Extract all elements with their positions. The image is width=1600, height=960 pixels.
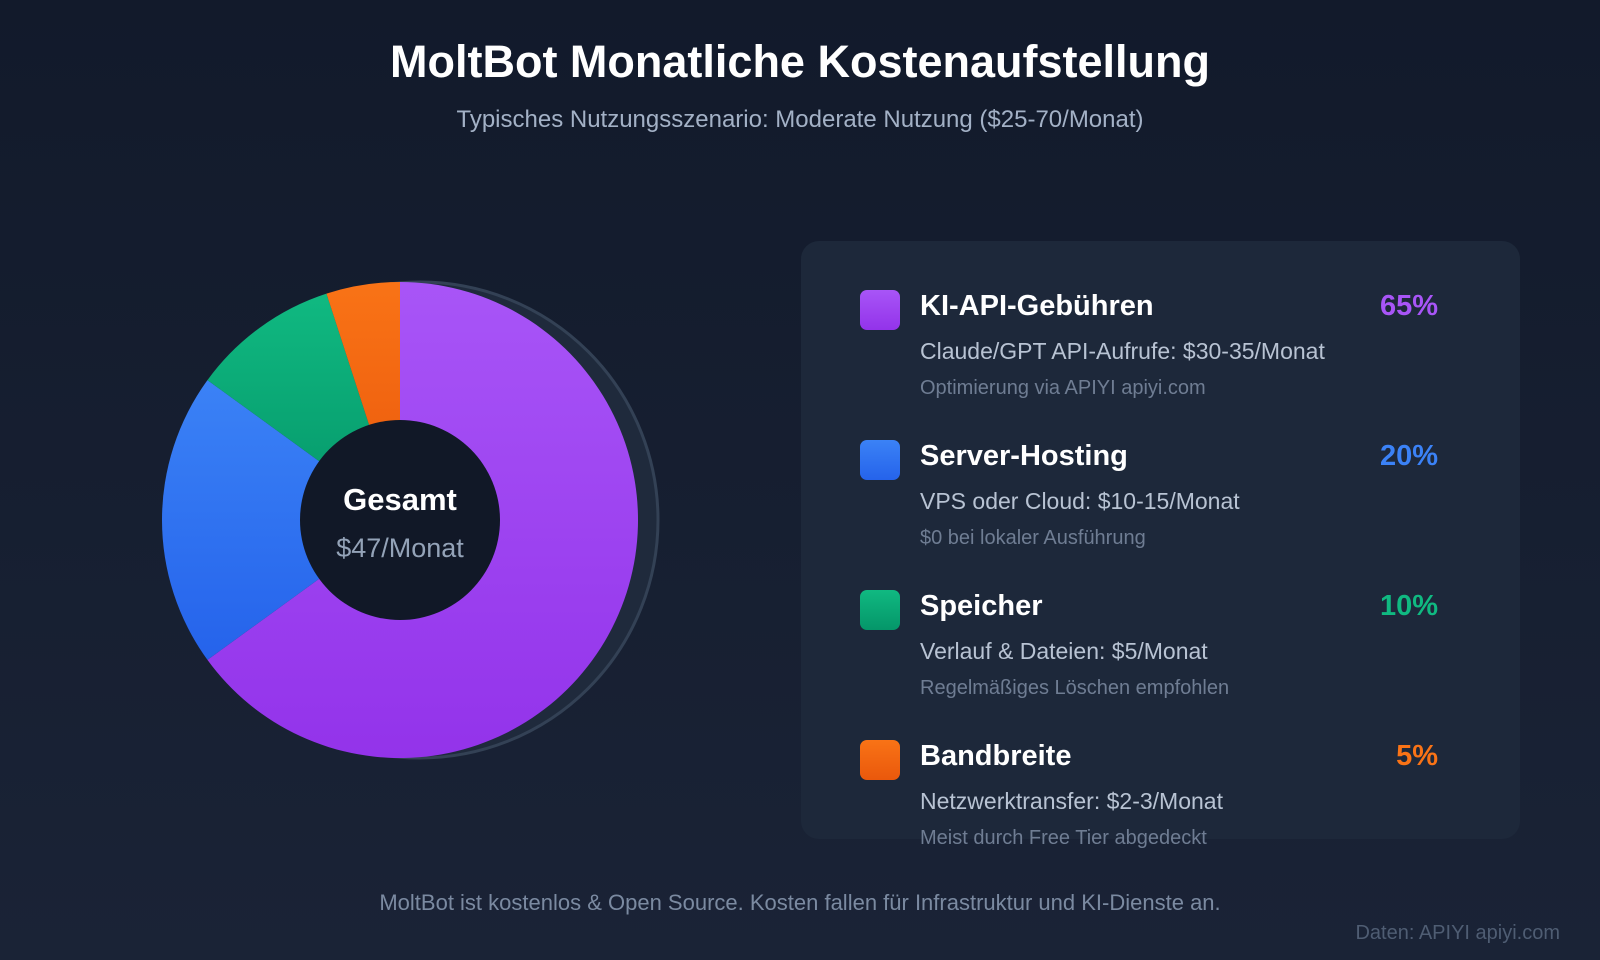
legend-detail: Netzwerktransfer: $2-3/Monat <box>920 788 1223 814</box>
legend-label: Speicher <box>920 590 1043 622</box>
legend-swatch <box>860 440 900 480</box>
legend-percent: 10% <box>1379 590 1438 622</box>
legend-swatch <box>860 740 900 780</box>
legend-note: Optimierung via APIYI apiyi.com <box>920 377 1206 399</box>
chart-title: MoltBot Monatliche Kostenaufstellung <box>390 36 1210 87</box>
legend-label: Server-Hosting <box>920 440 1128 472</box>
legend-percent: 20% <box>1379 440 1438 472</box>
source-credit: Daten: APIYI apiyi.com <box>1355 922 1560 944</box>
legend-note: Meist durch Free Tier abgedeckt <box>920 827 1207 849</box>
donut-hole <box>300 420 500 620</box>
legend-note: $0 bei lokaler Ausführung <box>920 527 1146 549</box>
legend-label: KI-API-Gebühren <box>920 290 1154 322</box>
legend-card <box>801 241 1520 839</box>
legend-percent: 5% <box>1396 740 1438 772</box>
legend-swatch <box>860 290 900 330</box>
footer-note: MoltBot ist kostenlos & Open Source. Kos… <box>379 890 1221 915</box>
legend-detail: VPS oder Cloud: $10-15/Monat <box>920 488 1240 514</box>
pie-slice-server-hosting <box>161 380 400 660</box>
legend-detail: Claude/GPT API-Aufrufe: $30-35/Monat <box>920 338 1325 364</box>
center-label: Gesamt <box>343 482 457 517</box>
chart-subtitle: Typisches Nutzungsszenario: Moderate Nut… <box>456 106 1144 133</box>
legend-swatch <box>860 590 900 630</box>
donut-chart: Gesamt $47/Monat <box>161 280 660 760</box>
legend-label: Bandbreite <box>920 740 1072 772</box>
legend-percent: 65% <box>1379 290 1438 322</box>
legend-detail: Verlauf & Dateien: $5/Monat <box>920 638 1208 664</box>
center-value: $47/Monat <box>336 533 464 563</box>
legend-note: Regelmäßiges Löschen empfohlen <box>920 677 1230 699</box>
